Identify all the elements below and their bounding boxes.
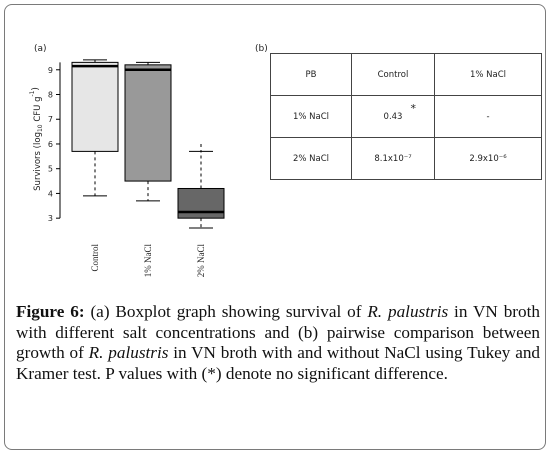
table-header-cell: PB [270,53,352,96]
y-tick-label: 4 [48,189,53,198]
pairwise-table: PB Control 1% NaCl 1% NaCl * 0.43 - 2% N… [270,53,542,180]
box-control [71,61,119,152]
caption-text-3: in VN broth with and without NaCl using … [16,343,541,383]
table-cell-control: 8.1x10⁻⁷ [351,137,435,180]
y-tick-label: 7 [48,115,53,124]
caption-text-2: in VN broth with different salt concentr… [16,302,540,362]
panel-b-label: (b) [255,44,268,54]
table-cell-value: 0.43 [383,111,403,122]
table-cell-value: 8.1x10⁻⁷ [374,153,412,164]
table-row-label: 2% NaCl [270,137,352,180]
table-header-cell: Control [351,53,435,96]
y-tick-label: 9 [48,66,53,75]
y-tick-label: 8 [48,91,53,100]
table-header-cell: 1% NaCl [434,53,542,96]
x-tick-label: 2% NaCl [196,244,206,278]
table-cell-control: * 0.43 [351,95,435,138]
table-row: 1% NaCl * 0.43 - [270,95,542,138]
y-tick-label: 5 [48,165,53,174]
boxplot-chart: 3 4 5 6 7 8 9 Survivors (log10 CFU g-1) Control 1… [29,59,225,278]
caption-species-2: R. palustris [88,343,169,362]
caption-species-1: R. palustris [367,302,449,321]
box-1-nacl [124,64,172,182]
table-row-label: 1% NaCl [270,95,352,138]
table-header-row: PB Control 1% NaCl [270,53,542,96]
panel-a-label: (a) [34,44,47,54]
table-cell-nacl1: - [434,95,542,138]
caption-text-1: (a) Boxplot graph showing survival of [84,302,368,321]
y-axis-label: Survivors (log10 CFU g-1) [29,87,44,191]
y-tick-label: 3 [48,214,53,223]
x-tick-label: Control [90,244,100,272]
figure-caption: Figure 6: (a) Boxplot graph showing surv… [16,302,540,384]
caption-label: Figure 6: [16,302,85,321]
table-cell-nacl1: 2.9x10⁻⁶ [434,137,542,180]
box-2-nacl [177,187,225,219]
y-tick-label: 6 [48,140,53,149]
significance-mark: * [410,102,417,115]
table-row: 2% NaCl 8.1x10⁻⁷ 2.9x10⁻⁶ [270,137,542,180]
x-tick-label: 1% NaCl [143,244,153,278]
